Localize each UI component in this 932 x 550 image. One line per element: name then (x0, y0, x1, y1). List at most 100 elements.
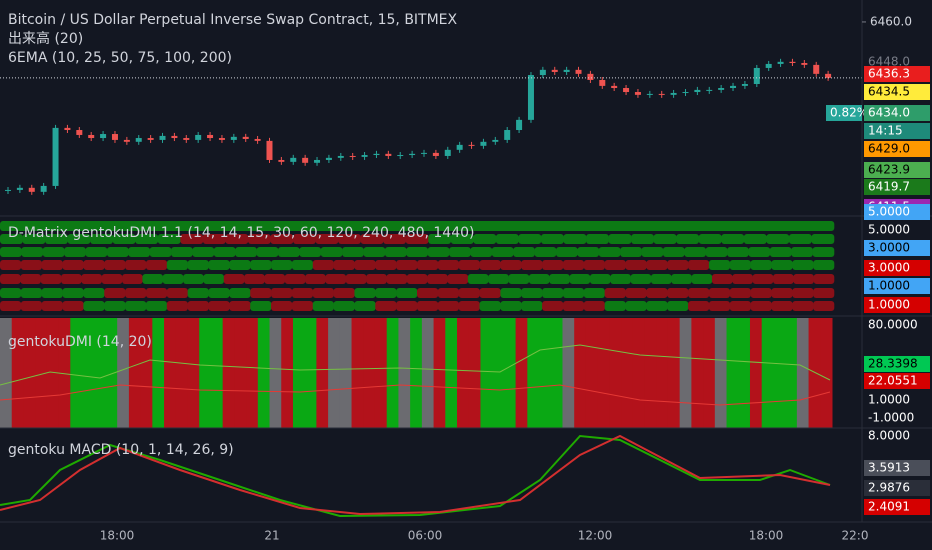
matrix-cell (247, 234, 271, 244)
matrix-cell (813, 288, 835, 298)
candle (492, 139, 499, 142)
matrix-cell (513, 247, 535, 257)
price-label-box (864, 260, 930, 276)
matrix-cell (366, 274, 387, 284)
matrix-cell (729, 288, 751, 298)
matrix-cell (312, 288, 334, 298)
matrix-cell (771, 260, 793, 270)
matrix-cell (62, 301, 84, 311)
price-label: 3.5913 (868, 461, 910, 475)
dmi-band (0, 318, 13, 428)
matrix-cell (396, 288, 418, 298)
matrix-cell (104, 288, 126, 298)
dmi-band (35, 318, 48, 428)
matrix-cell (291, 288, 314, 298)
matrix-cell (67, 234, 91, 244)
price-label: 6423.9 (868, 163, 910, 177)
matrix-cell (521, 288, 543, 298)
matrix-cell (406, 247, 428, 257)
candle (28, 187, 35, 192)
matrix-cell (125, 260, 147, 270)
matrix-cell (202, 234, 226, 244)
matrix-cell (508, 274, 530, 284)
matrix-cell (521, 260, 543, 270)
candle (765, 63, 772, 68)
matrix-cell (229, 260, 251, 270)
price-label-box (864, 240, 930, 256)
matrix-cell (667, 301, 689, 311)
matrix-cell (90, 234, 114, 244)
matrix-cell (488, 274, 509, 284)
dmi-band (679, 318, 692, 428)
matrix-cell (112, 234, 136, 244)
dmi-band (210, 318, 224, 428)
matrix-cell (534, 247, 557, 257)
candle (634, 92, 641, 95)
time-label: 18:00 (749, 529, 784, 543)
candle (682, 92, 689, 94)
matrix-cell (333, 288, 355, 298)
dmi-band (11, 318, 24, 428)
dmi-band (421, 318, 435, 428)
candle (266, 140, 273, 160)
dmi-band (175, 318, 188, 428)
matrix-cell (157, 234, 181, 244)
matrix-cell (792, 260, 814, 270)
dmi-band (773, 318, 786, 428)
price-label: 22.0551 (868, 374, 918, 388)
price-label-box (864, 480, 930, 496)
price-label: 1.0000 (868, 279, 910, 293)
candle (337, 155, 344, 158)
price-label-box (864, 460, 930, 476)
matrix-cell (125, 288, 147, 298)
matrix-cell (271, 301, 293, 311)
matrix-cell (583, 288, 605, 298)
matrix-cell (562, 301, 585, 311)
price-label-box (826, 105, 862, 121)
pane-title: gentoku MACD (10, 1, 14, 26, 9) (8, 442, 234, 458)
matrix-cell (145, 260, 168, 270)
matrix-cell (521, 301, 543, 311)
matrix-cell (41, 288, 63, 298)
matrix-cell (417, 260, 439, 270)
dmi-band (714, 318, 728, 428)
candle (789, 61, 796, 63)
dmi-band (117, 318, 130, 428)
matrix-cell (22, 234, 46, 244)
matrix-cell (203, 274, 225, 284)
macd-line (0, 434, 831, 518)
pane-title: D-Matrix gentokuDMI 1.1 (14, 14, 15, 30,… (8, 225, 474, 241)
matrix-cell (270, 234, 294, 244)
matrix-cell (0, 260, 22, 270)
matrix-cell (81, 274, 103, 284)
time-label: 12:00 (578, 529, 613, 543)
dmi-band (410, 318, 423, 428)
candle (670, 92, 677, 95)
dmi-band (820, 318, 833, 428)
matrix-cell (625, 260, 647, 270)
candle (111, 134, 118, 140)
matrix-cell (363, 247, 386, 257)
matrix-cell (125, 301, 147, 311)
matrix-cell (667, 260, 689, 270)
dmi-band (480, 318, 493, 428)
title: Bitcoin / US Dollar Perpetual Inverse Sw… (8, 12, 458, 28)
dmi-band (374, 318, 388, 428)
matrix-cell (458, 301, 480, 311)
matrix-cell (62, 260, 84, 270)
matrix-cell (604, 260, 626, 270)
matrix-cell (213, 247, 236, 257)
matrix-cell (0, 247, 22, 257)
price-label: 2.9876 (868, 481, 910, 495)
candle (52, 127, 59, 186)
candle (777, 61, 784, 64)
matrix-cell (771, 301, 793, 311)
matrix-cell (729, 260, 751, 270)
matrix-cell (450, 234, 474, 244)
matrix-cell (667, 288, 689, 298)
matrix-cell (0, 301, 22, 311)
matrix-cell (0, 274, 21, 284)
matrix-cell (727, 247, 749, 257)
price-label-box (864, 278, 930, 294)
candle (302, 157, 309, 163)
